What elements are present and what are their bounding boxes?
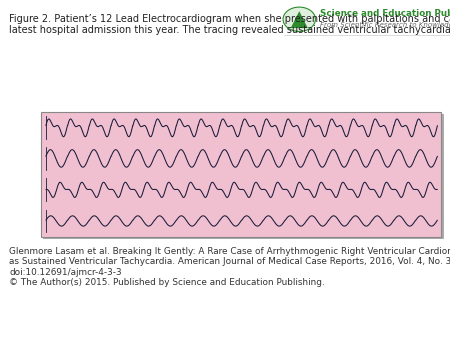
Text: From Scientific Research to Knowledge: From Scientific Research to Knowledge [320,22,450,28]
Circle shape [283,7,315,31]
Text: Glenmore Lasam et al. Breaking It Gently: A Rare Case of Arrhythmogenic Right Ve: Glenmore Lasam et al. Breaking It Gently… [9,247,450,287]
Polygon shape [291,11,308,28]
Text: Science and Education Publishing: Science and Education Publishing [320,9,450,18]
Text: Figure 2. Patient’s 12 Lead Electrocardiogram when she presented with palpitatio: Figure 2. Patient’s 12 Lead Electrocardi… [9,14,450,35]
FancyBboxPatch shape [40,112,441,237]
FancyBboxPatch shape [43,114,444,239]
